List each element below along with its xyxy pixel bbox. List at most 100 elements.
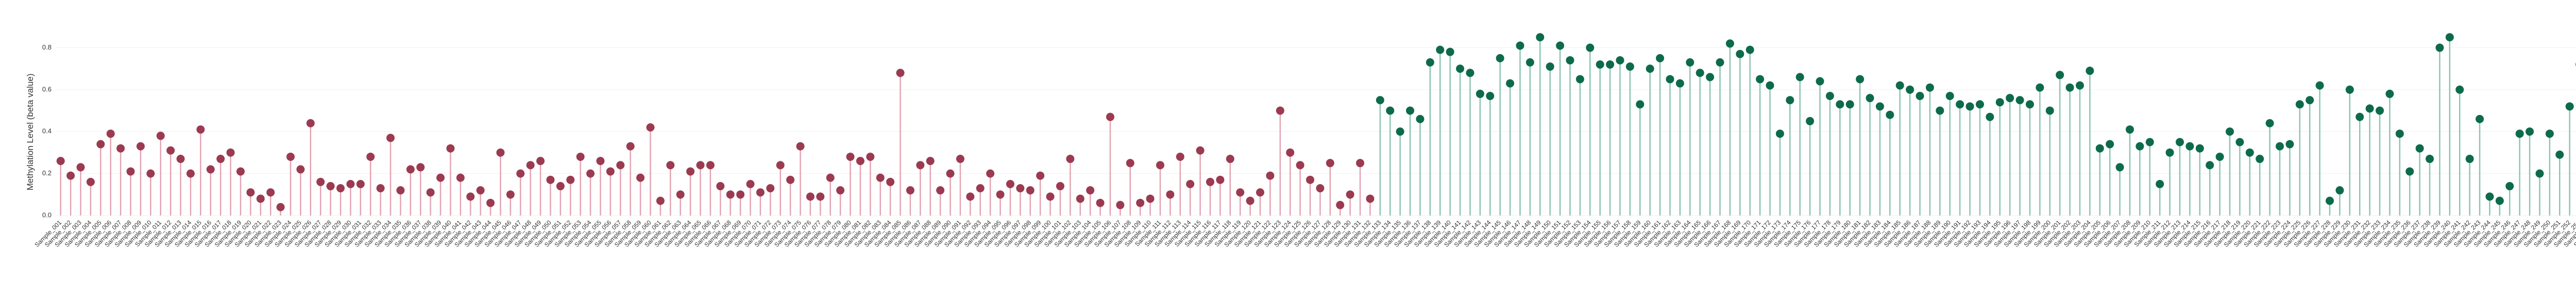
point <box>1795 73 1804 81</box>
point <box>706 161 715 170</box>
point <box>1226 155 1234 163</box>
point <box>2075 81 2084 90</box>
point <box>1176 153 1184 161</box>
point <box>1836 100 1844 109</box>
point <box>2385 90 2394 98</box>
point <box>2015 96 2024 105</box>
point <box>1096 198 1105 207</box>
point <box>1906 85 1914 94</box>
point <box>1476 90 1484 98</box>
point <box>2355 112 2364 121</box>
point <box>1766 81 1774 90</box>
point <box>736 190 745 199</box>
point <box>226 148 235 157</box>
point <box>1566 56 1574 64</box>
point <box>666 161 675 170</box>
point <box>1995 98 2004 107</box>
point <box>886 177 895 186</box>
point <box>1016 184 1025 193</box>
point <box>2526 127 2534 136</box>
point <box>2465 155 2474 163</box>
point <box>606 167 615 176</box>
point <box>2156 179 2164 188</box>
point <box>256 194 265 203</box>
point <box>866 153 875 161</box>
point <box>1116 201 1125 209</box>
point <box>1616 56 1624 64</box>
y-tick-label: 0.4 <box>42 127 52 135</box>
point <box>556 182 565 191</box>
point <box>76 163 85 172</box>
point <box>1716 58 1724 67</box>
point <box>526 161 535 170</box>
point <box>1745 45 1754 54</box>
point <box>1416 114 1425 123</box>
point <box>796 142 805 151</box>
point <box>1496 54 1504 62</box>
point <box>1536 33 1545 42</box>
point <box>1136 198 1145 207</box>
point <box>356 179 365 188</box>
point <box>1076 194 1084 203</box>
point <box>486 198 495 207</box>
point <box>1866 94 1874 103</box>
point <box>576 153 585 161</box>
point <box>816 192 825 201</box>
point <box>976 184 985 193</box>
point <box>276 203 285 211</box>
point <box>2306 96 2314 105</box>
point <box>826 173 835 182</box>
point <box>1736 49 1744 58</box>
point <box>2185 142 2194 151</box>
point <box>1326 159 1334 168</box>
point <box>1696 69 1704 77</box>
point <box>446 144 455 153</box>
point <box>856 157 865 165</box>
y-tick-label: 0.8 <box>42 43 52 51</box>
point <box>1586 43 1595 52</box>
point <box>2235 138 2244 146</box>
point <box>996 190 1005 199</box>
point <box>1036 171 1045 180</box>
point <box>2376 106 2384 115</box>
point <box>2315 81 2324 90</box>
point <box>1725 39 1734 48</box>
point <box>2276 142 2284 151</box>
point <box>206 165 215 174</box>
point <box>2495 196 2504 205</box>
point <box>1086 186 1095 195</box>
point <box>2476 114 2484 123</box>
point <box>1986 112 1994 121</box>
point <box>656 196 665 205</box>
point <box>2136 142 2144 151</box>
point <box>1965 102 1974 111</box>
point <box>926 157 935 165</box>
point <box>916 161 925 170</box>
point <box>1825 92 1834 101</box>
point <box>1216 175 1225 184</box>
point <box>1366 194 1375 203</box>
point <box>836 186 845 195</box>
point <box>346 179 355 188</box>
point <box>1756 75 1765 84</box>
point <box>2285 140 2294 148</box>
point <box>726 190 735 199</box>
point <box>2485 192 2494 201</box>
point <box>1575 75 1584 84</box>
point <box>166 146 175 155</box>
point <box>1956 100 1964 109</box>
y-tick-label: 0.6 <box>42 85 52 93</box>
point <box>246 188 255 197</box>
point <box>1346 190 1354 199</box>
point <box>1546 62 1554 71</box>
point <box>416 163 425 172</box>
point <box>696 161 705 170</box>
point <box>266 188 275 197</box>
point <box>2555 151 2564 159</box>
point <box>476 186 485 195</box>
point <box>1026 186 1035 195</box>
point <box>536 157 545 165</box>
point <box>2395 129 2404 138</box>
point <box>316 177 325 186</box>
